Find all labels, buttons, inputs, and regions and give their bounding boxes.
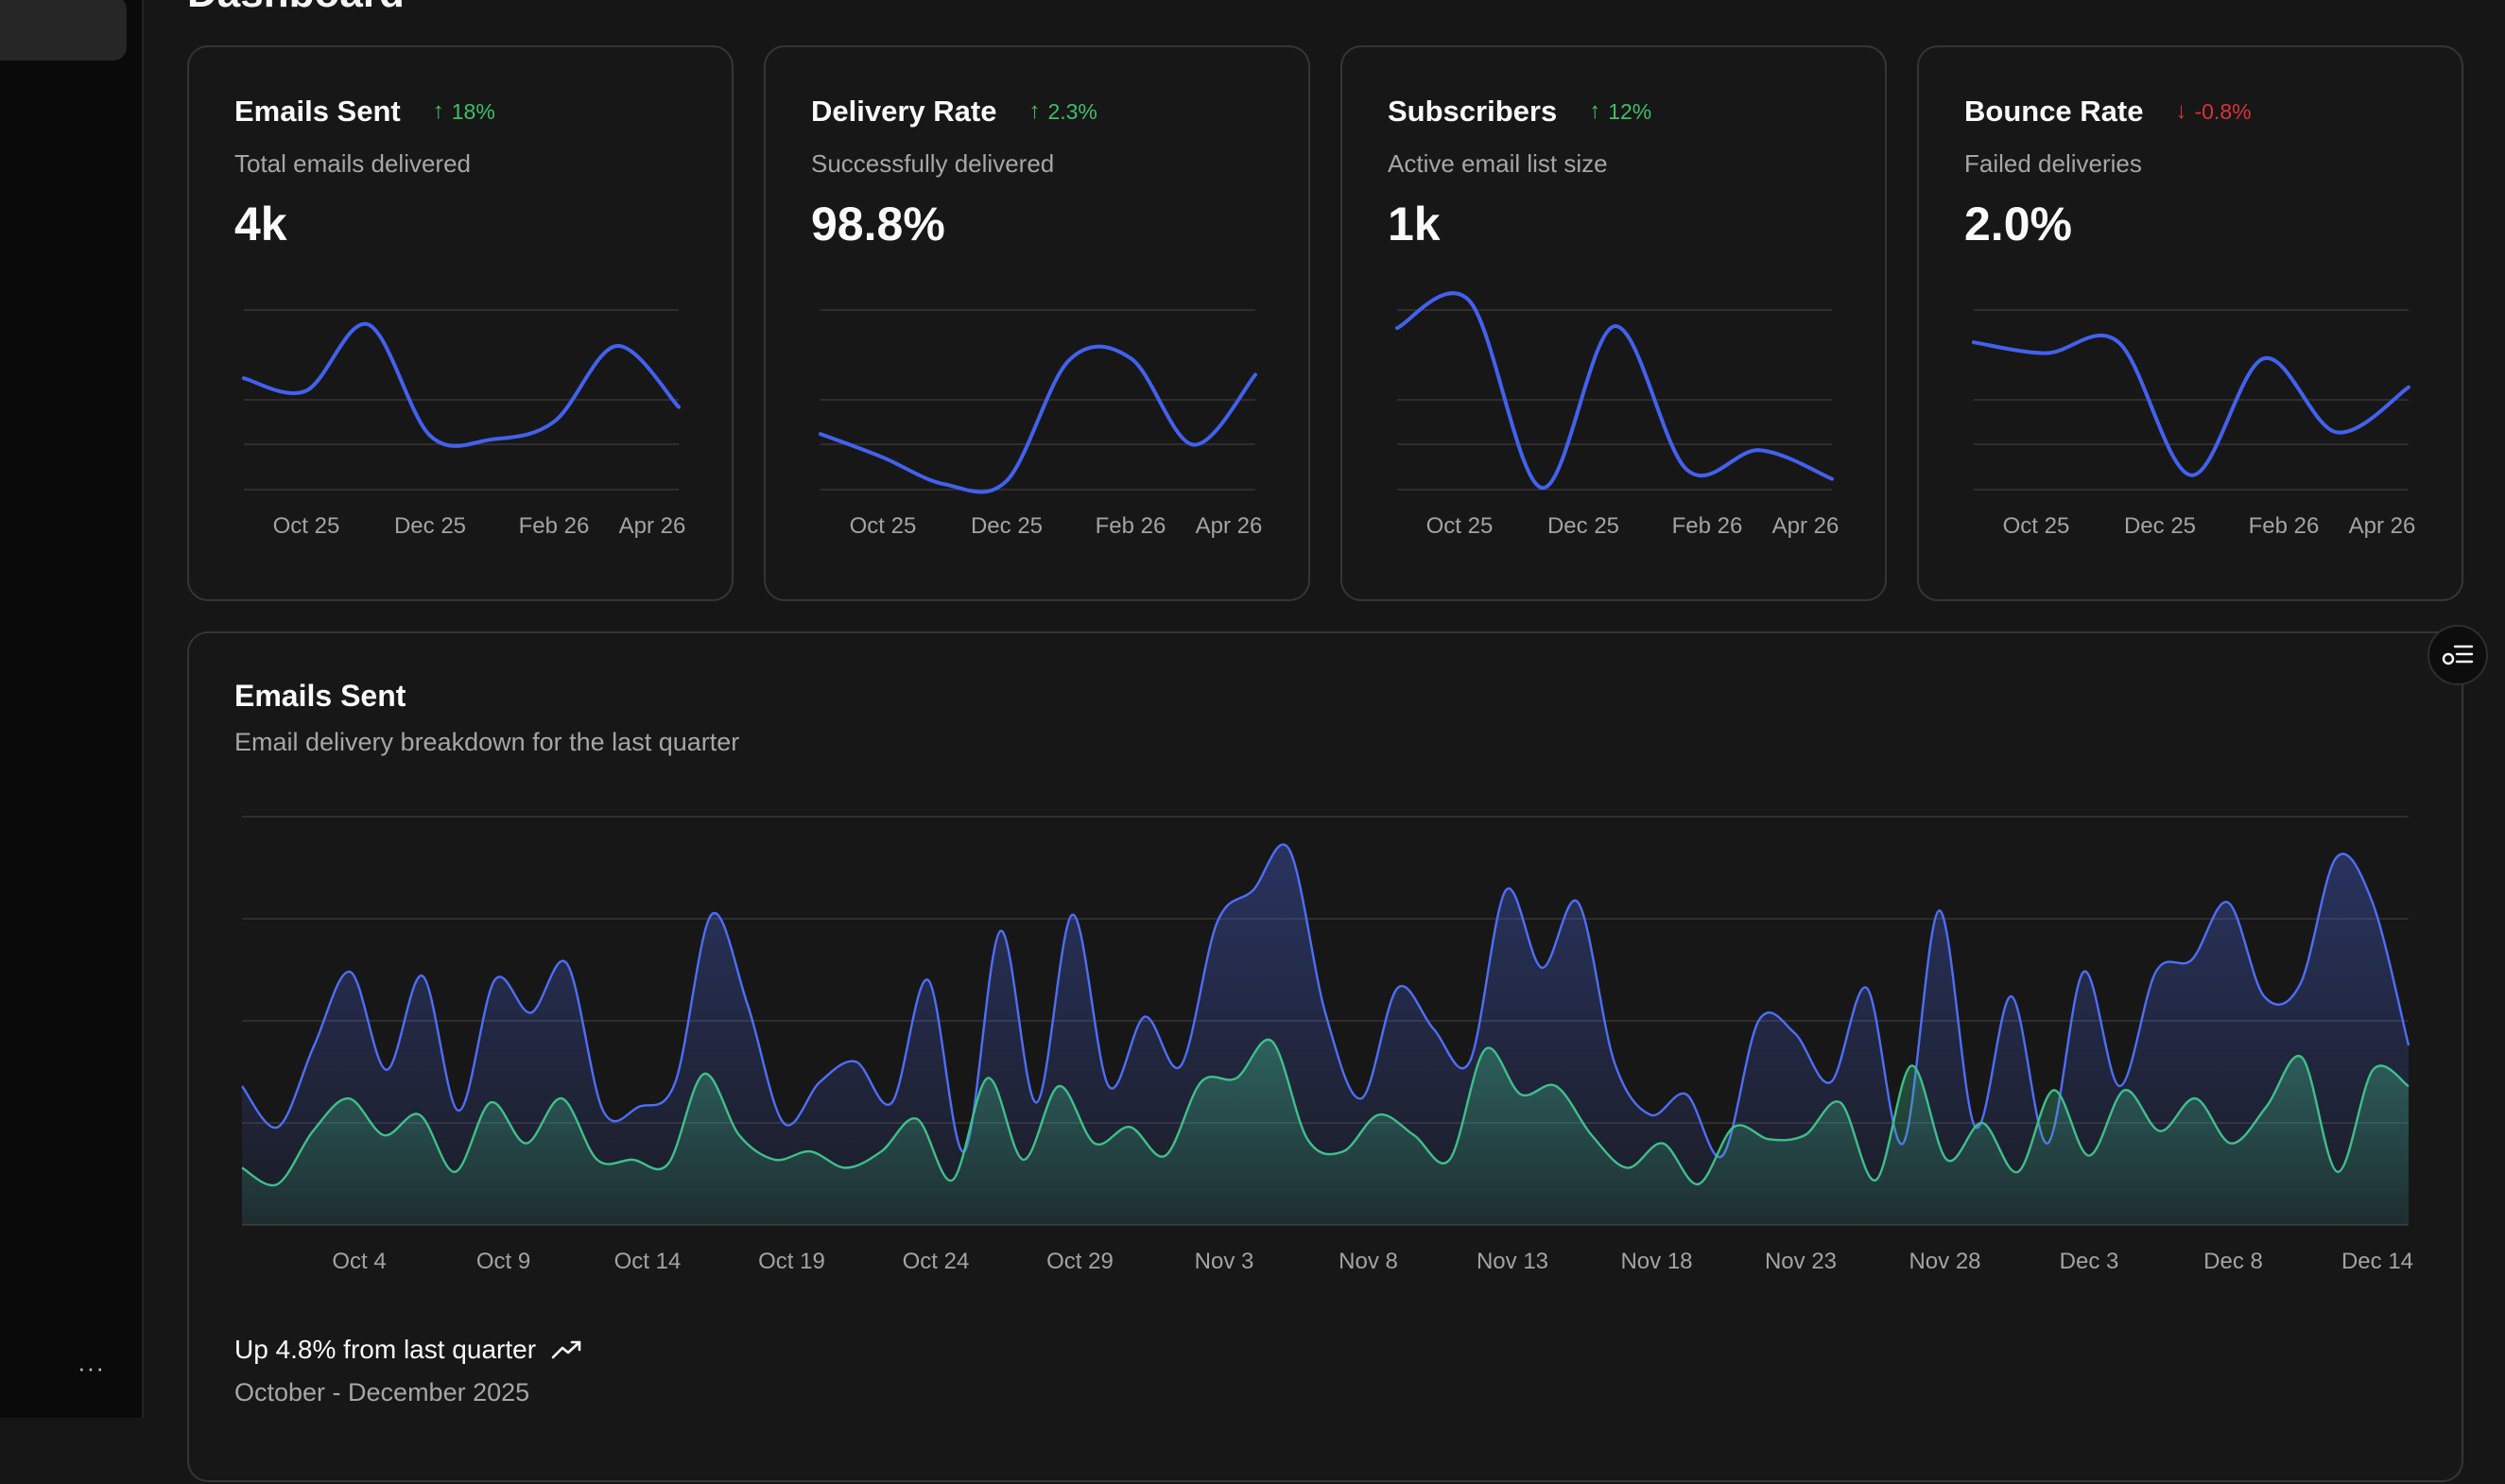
x-tick-label: Oct 19 [758,1249,825,1274]
trend-badge: ↓ -0.8% [2175,98,2251,125]
kpi-title: Emails Sent [234,95,401,128]
x-tick-label: Feb 26 [1096,513,1166,539]
kpi-value: 98.8% [811,198,945,250]
x-tick-label: Feb 26 [2249,513,2320,539]
sidebar-active-item[interactable] [0,0,127,60]
x-tick-label: Oct 14 [614,1249,682,1274]
kpi-subtitle: Total emails delivered [234,149,472,178]
kpi-title: Delivery Rate [811,95,997,128]
x-tick-label: Nov 18 [1620,1249,1692,1274]
sparkline-series [819,344,1257,494]
x-tick-label: Dec 14 [2341,1249,2413,1274]
trend-badge: ↑ 12% [1589,98,1651,125]
arrow-down-icon: ↓ [2175,98,2187,124]
x-tick-label: Oct 9 [476,1249,530,1274]
series-line [241,843,2410,1159]
arrow-up-icon: ↑ [1589,98,1601,124]
arrow-up-icon: ↑ [1028,98,1041,124]
kpi-title: Subscribers [1388,95,1558,128]
arrow-up-icon: ↑ [432,98,444,124]
kpi-value: 1k [1388,198,1441,250]
trend-value: -0.8% [2194,98,2252,124]
sparkline-series [242,321,681,448]
sparkline-chart: Oct 25 Dec 25 Feb 26 Apr 26 [1395,291,1840,539]
x-tick-label: Nov 28 [1909,1249,1980,1274]
chart-footer: Up 4.8% from last quarter [234,1335,583,1365]
sparkline-chart: Oct 25 Dec 25 Feb 26 Apr 26 [1972,309,2416,539]
x-tick-label: Nov 3 [1195,1249,1254,1274]
emails-sent-chart-card: Emails Sent Email delivery breakdown for… [187,631,2463,1482]
x-tick-label: Dec 25 [2124,513,2196,539]
emails-area-chart[interactable]: Oct 4 Oct 9 Oct 14 Oct 19 Oct 24 Oct 29 Nov 3 N… [189,633,2465,1484]
x-tick-label: Apr 26 [619,513,686,539]
x-tick-label: Oct 25 [2003,513,2070,539]
x-tick-label: Apr 26 [1772,513,1840,539]
x-tick-label: Dec 3 [2060,1249,2119,1274]
x-tick-label: Nov 8 [1339,1249,1398,1274]
trend-badge: ↑ 2.3% [1028,98,1097,125]
x-tick-label: Feb 26 [519,513,590,539]
footer-trend-text: Up 4.8% from last quarter [234,1335,537,1364]
more-options-icon[interactable]: ··· [78,1354,105,1382]
chart-title: Emails Sent [234,679,406,713]
kpi-card-subscribers: Subscribers ↑ 12% Active email list size … [1340,45,1887,601]
kpi-card-emails-sent: Emails Sent ↑ 18% Total emails delivered … [187,45,734,601]
x-tick-label: Apr 26 [1196,513,1263,539]
x-tick-label: Dec 8 [2203,1249,2263,1274]
sidebar: ··· [0,0,144,1418]
x-tick-label: Oct 25 [273,513,340,539]
kpi-subtitle: Active email list size [1388,149,1608,178]
sparkline-chart: Oct 25 Dec 25 Feb 26 Apr 26 [819,309,1263,539]
kpi-card-bounce-rate: Bounce Rate ↓ -0.8% Failed deliveries 2.0… [1917,45,2463,601]
series-area [242,844,2409,1225]
kpi-title: Bounce Rate [1964,95,2144,128]
x-tick-label: Oct 25 [1426,513,1494,539]
series-area [242,1039,2409,1225]
trending-up-icon [551,1340,581,1359]
x-tick-label: Oct 24 [903,1249,970,1274]
chart-period: October - December 2025 [234,1378,530,1406]
page-title: Dashboard [187,0,405,17]
x-tick-label: Oct 25 [850,513,917,539]
x-tick-label: Oct 29 [1046,1249,1114,1274]
trend-value: 12% [1608,98,1652,124]
x-tick-label: Dec 25 [394,513,466,539]
kpi-subtitle: Successfully delivered [811,149,1055,178]
sparkline-series [1972,333,2410,477]
x-tick-label: Oct 4 [332,1249,386,1274]
kpi-subtitle: Failed deliveries [1964,149,2142,178]
trend-value: 2.3% [1047,98,1097,124]
kpi-value: 4k [234,198,287,250]
kpi-card-delivery-rate: Delivery Rate ↑ 2.3% Successfully deliver… [764,45,1310,601]
trend-badge: ↑ 18% [433,98,495,125]
x-tick-label: Dec 25 [971,513,1043,539]
chart-settings-button[interactable] [2427,625,2488,685]
list-settings-icon [2442,645,2474,665]
trend-value: 18% [451,98,495,124]
x-tick-label: Nov 13 [1477,1249,1548,1274]
kpi-value: 2.0% [1964,198,2072,250]
sparkline-series [1395,291,1834,491]
x-tick-label: Feb 26 [1672,513,1743,539]
x-tick-label: Nov 23 [1765,1249,1837,1274]
sparkline-chart: Oct 25 Dec 25 Feb 26 Apr 26 [242,309,686,539]
chart-subtitle: Email delivery breakdown for the last qu… [234,728,740,756]
x-tick-label: Dec 25 [1547,513,1619,539]
x-tick-label: Apr 26 [2349,513,2416,539]
series-line [241,1038,2410,1187]
